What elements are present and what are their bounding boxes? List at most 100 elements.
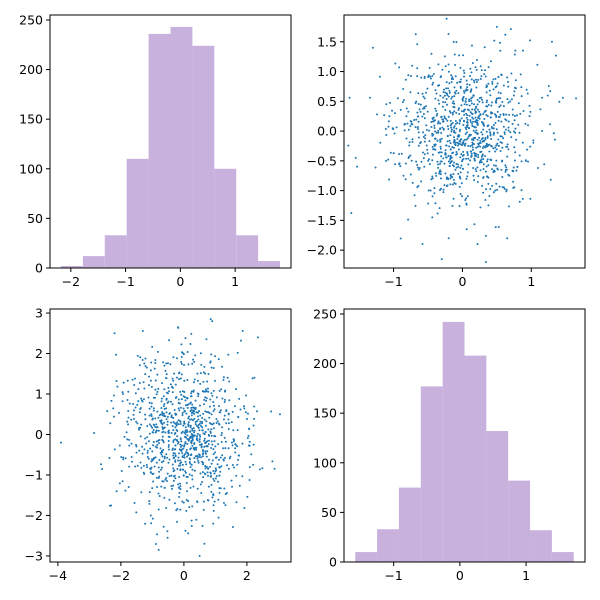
scatter-point	[179, 438, 182, 441]
scatter-point	[416, 111, 419, 114]
scatter-point	[148, 502, 151, 505]
scatter-point	[248, 444, 251, 447]
scatter-point	[511, 108, 514, 111]
scatter-point	[511, 169, 514, 172]
scatter-point	[184, 529, 187, 532]
scatter-point	[457, 108, 460, 111]
scatter-point	[479, 145, 482, 148]
scatter-point	[468, 98, 471, 101]
scatter-point	[190, 411, 193, 414]
scatter-point	[376, 113, 379, 116]
scatter-point	[405, 107, 408, 110]
scatter-point	[93, 432, 96, 435]
scatter-point	[471, 125, 474, 128]
scatter-point	[423, 117, 426, 120]
scatter-point	[485, 101, 488, 104]
scatter-point	[175, 376, 178, 379]
scatter-point	[489, 94, 492, 97]
scatter-point	[177, 464, 180, 467]
scatter-point	[175, 424, 178, 427]
scatter-point	[135, 420, 138, 423]
scatter-point	[485, 188, 488, 191]
scatter-point	[441, 105, 444, 108]
scatter-point	[472, 94, 475, 97]
scatter-point	[164, 478, 167, 481]
scatter-point	[416, 115, 419, 118]
scatter-point	[190, 463, 193, 466]
scatter-point	[453, 110, 456, 113]
scatter-point	[454, 141, 457, 144]
scatter-point	[475, 170, 478, 173]
scatter-point	[172, 356, 175, 359]
scatter-point	[521, 49, 524, 52]
scatter-point	[489, 60, 492, 63]
scatter-point	[433, 187, 436, 190]
scatter-point	[471, 138, 474, 141]
scatter-point	[442, 96, 445, 99]
scatter-point	[395, 126, 398, 129]
scatter-point	[139, 356, 142, 359]
scatter-point	[502, 137, 505, 140]
scatter-point	[442, 120, 445, 123]
scatter-point	[207, 442, 210, 445]
scatter-point	[162, 460, 165, 463]
x-tick-label: −1	[384, 274, 402, 289]
scatter-point	[146, 425, 149, 428]
scatter-point	[203, 542, 206, 545]
scatter-point	[495, 99, 498, 102]
scatter-point	[445, 87, 448, 90]
scatter-point	[350, 212, 353, 215]
scatter-point	[456, 121, 459, 124]
scatter-point	[496, 131, 499, 134]
scatter-point	[417, 184, 420, 187]
scatter-point	[139, 461, 142, 464]
scatter-point	[253, 376, 256, 379]
scatter-point	[165, 397, 168, 400]
scatter-point	[138, 381, 141, 384]
scatter-point	[485, 130, 488, 133]
scatter-point	[271, 460, 274, 463]
scatter-point	[442, 118, 445, 121]
scatter-point	[449, 156, 452, 159]
scatter-point	[513, 159, 516, 162]
scatter-point	[190, 442, 193, 445]
scatter-point	[125, 431, 128, 434]
scatter-point	[439, 173, 442, 176]
scatter-point	[187, 424, 190, 427]
scatter-point	[469, 159, 472, 162]
scatter-point	[486, 125, 489, 128]
scatter-point	[541, 130, 544, 133]
scatter-point	[184, 471, 187, 474]
scatter-point	[218, 389, 221, 392]
scatter-point	[458, 112, 461, 115]
scatter-point	[437, 129, 440, 132]
scatter-point	[512, 186, 515, 189]
scatter-point	[462, 54, 465, 57]
scatter-point	[165, 479, 168, 482]
scatter-point	[453, 106, 456, 109]
scatter-point	[431, 132, 434, 135]
scatter-point	[409, 154, 412, 157]
scatter-point	[489, 134, 492, 137]
scatter-point	[146, 449, 149, 452]
scatter-point	[198, 440, 201, 443]
scatter-point	[242, 405, 245, 408]
scatter-point	[439, 145, 442, 148]
scatter-point	[154, 417, 157, 420]
scatter-point	[100, 463, 103, 466]
scatter-point	[223, 487, 226, 490]
scatter-point	[479, 169, 482, 172]
y-tick-label: −1	[25, 467, 43, 482]
scatter-point	[252, 424, 255, 427]
scatter-point	[192, 389, 195, 392]
scatter-point	[503, 187, 506, 190]
scatter-point	[462, 123, 465, 126]
scatter-point	[520, 95, 523, 98]
scatter-point	[437, 163, 440, 166]
scatter-point	[491, 184, 494, 187]
scatter-point	[152, 428, 155, 431]
scatter-point	[486, 99, 489, 102]
scatter-point	[185, 455, 188, 458]
scatter-point	[417, 168, 420, 171]
scatter-point	[460, 164, 463, 167]
